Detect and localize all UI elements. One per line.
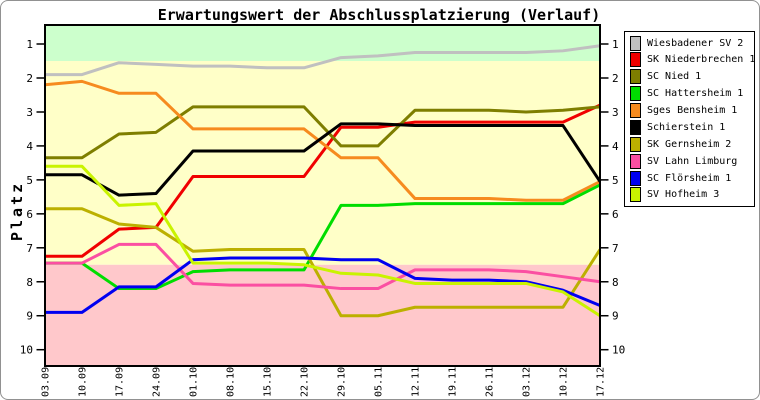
legend-label: SK Niederbrechen 1 [647, 54, 756, 66]
legend-color-swatch [630, 187, 641, 203]
y-tick-label-left: 4 [26, 140, 33, 153]
chart-title: Erwartungswert der Abschlussplatzierung … [157, 6, 601, 24]
y-tick-label-right: 1 [612, 38, 619, 51]
x-tick-label: 05.11 [374, 367, 385, 397]
series-line-sv-hofheim-3 [45, 164, 601, 317]
x-tick-label: 03.12 [522, 367, 533, 397]
legend-color-swatch [630, 170, 641, 186]
legend-color-swatch [630, 119, 641, 135]
legend-item: SC Flörsheim 1 [630, 170, 752, 186]
plot-border [44, 24, 601, 367]
x-tick-label: 29.10 [337, 367, 348, 397]
y-axis-label: Platz [8, 181, 26, 241]
y-tick-label-left: 1 [26, 38, 33, 51]
y-tick-label-right: 9 [612, 310, 619, 323]
x-tick-label: 22.10 [300, 367, 311, 397]
y-tick-label-left: 7 [26, 242, 33, 255]
x-tick-label: 10.09 [78, 367, 89, 397]
legend-item: Sges Bensheim 1 [630, 103, 752, 118]
series-line-sk-gernsheim-2 [45, 207, 602, 318]
legend-color-swatch [630, 52, 641, 68]
legend-item: SK Niederbrechen 1 [630, 52, 756, 68]
y-tick-label-left: 3 [26, 106, 33, 119]
legend-item: SV Lahn Limburg [630, 153, 752, 169]
y-tick-label-right: 3 [612, 106, 619, 119]
legend-color-swatch [630, 86, 641, 102]
y-tick-label-right: 5 [612, 174, 619, 187]
x-tick-label: 10.12 [559, 367, 570, 397]
legend-item: SK Gernsheim 2 [630, 136, 752, 152]
x-tick-label: 19.11 [448, 367, 459, 397]
y-tick-label-left: 6 [26, 208, 33, 221]
legend-label: Wiesbadener SV 2 [647, 37, 744, 49]
legend-label: SC Nied 1 [647, 71, 702, 83]
y-tick-label-right: 6 [612, 208, 619, 221]
axis-ticks: 1 1 2 2 3 3 4 4 5 5 6 6 7 7 8 8 9 9 10 10 03.09 10.09 17.09 24.… [20, 38, 626, 397]
y-tick-label-right: 4 [612, 140, 619, 153]
legend-item: SC Hattersheim 1 [630, 86, 752, 102]
legend-label: SV Hofheim 3 [647, 189, 720, 201]
mid-zone [45, 61, 600, 265]
series-line-sk-niederbrechen-1 [45, 103, 601, 258]
legend-label: Schierstein 1 [647, 121, 726, 133]
legend-label: SV Lahn Limburg [647, 155, 738, 167]
promotion-zone [45, 25, 600, 62]
legend-color-swatch [630, 103, 641, 118]
legend-item: Schierstein 1 [630, 119, 752, 135]
chart-legend: Wiesbadener SV 2 SK Niederbrechen 1 SC Nie… [624, 31, 755, 207]
x-tick-label: 12.11 [411, 367, 422, 397]
x-tick-label: 24.09 [152, 367, 163, 397]
y-tick-label-right: 2 [612, 72, 619, 85]
series-lines [44, 44, 602, 318]
y-tick-label-right: 8 [612, 276, 619, 289]
series-line-sc-fl-rsheim-1 [45, 256, 601, 314]
x-tick-label: 26.11 [485, 367, 496, 397]
x-tick-label: 17.12 [596, 367, 607, 397]
y-tick-label-right: 10 [612, 344, 625, 357]
y-tick-label-left: 5 [26, 174, 33, 187]
y-tick-label-left: 9 [26, 310, 33, 323]
y-tick-label-right: 7 [612, 242, 619, 255]
y-tick-label-left: 8 [26, 276, 33, 289]
x-tick-label: 03.09 [41, 367, 52, 397]
legend-item: Wiesbadener SV 2 [630, 35, 752, 51]
legend-label: Sges Bensheim 1 [647, 105, 738, 116]
y-tick-label-left: 10 [20, 344, 33, 357]
x-tick-label: 17.09 [115, 367, 126, 397]
legend-item: SV Hofheim 3 [630, 187, 752, 203]
legend-color-swatch [630, 136, 641, 152]
x-tick-label: 15.10 [263, 367, 274, 397]
legend-color-swatch [630, 153, 641, 169]
series-line-sges-bensheim-1 [44, 79, 601, 202]
legend-item: SC Nied 1 [630, 69, 752, 85]
y-tick-label-left: 2 [26, 72, 33, 85]
series-line-sc-hattersheim-1 [45, 183, 601, 291]
legend-label: SK Gernsheim 2 [647, 138, 732, 150]
series-line-sv-lahn-limburg [45, 242, 601, 291]
legend-label: SC Flörsheim 1 [647, 172, 732, 184]
series-line-wiesbadener-sv-2 [45, 44, 601, 77]
legend-color-swatch [630, 69, 641, 85]
plot-frame [44, 24, 601, 367]
x-tick-label: 01.10 [189, 367, 200, 397]
x-tick-label: 08.10 [226, 367, 237, 397]
legend-color-swatch [630, 35, 641, 51]
series-line-schierstein-1 [45, 122, 602, 197]
series-line-sc-nied-1 [45, 105, 601, 160]
legend-label: SC Hattersheim 1 [647, 88, 744, 100]
